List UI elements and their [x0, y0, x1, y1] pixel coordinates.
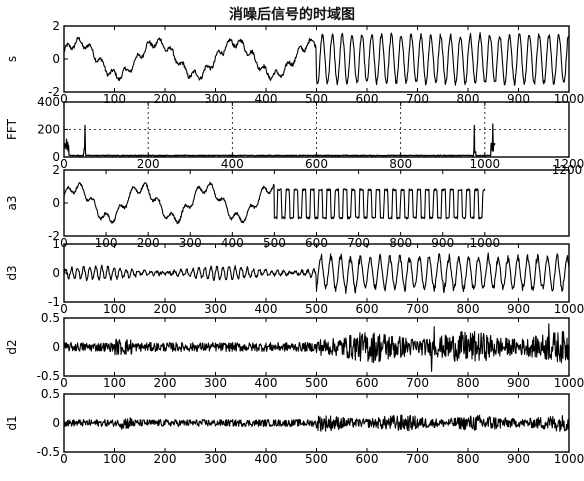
y-tick-label-a3: 0	[52, 196, 60, 210]
y-axis-label-d3: d3	[5, 265, 19, 280]
x-tick-label-d3: 400	[255, 302, 278, 316]
y-tick-label-fft: 0	[52, 150, 60, 164]
x-tick-label-d1: 1000	[554, 452, 584, 466]
y-tick-label-a3: -2	[48, 229, 60, 243]
y-axis-label-a3: a3	[5, 196, 19, 211]
x-tick-label-d3: 0	[60, 302, 68, 316]
x-tick-label-d3: 200	[154, 302, 177, 316]
x-tick-label-a3: 200	[137, 236, 160, 250]
x-tick-label-d2: 800	[457, 376, 480, 390]
series-line-fft	[63, 123, 496, 157]
x-tick-label-d3: 700	[406, 302, 429, 316]
x-tick-label-fft: 200	[137, 157, 160, 171]
y-tick-label-d3: 0	[52, 266, 60, 280]
x-tick-label-a3: 500	[263, 236, 286, 250]
y-axis-label-s: s	[5, 56, 19, 62]
x-tick-label-fft: 0	[60, 157, 68, 171]
y-axis-label-d2: d2	[5, 339, 19, 354]
axes-frame-a3	[63, 169, 570, 237]
x-tick-label-s: 300	[204, 92, 227, 106]
y-tick-label-d1: 0	[52, 416, 60, 430]
x-tick-label-d2: 200	[154, 376, 177, 390]
x-tick-label-d2: 100	[103, 376, 126, 390]
x-tick-label-d3: 100	[103, 302, 126, 316]
y-tick-label-d1: -0.5	[37, 445, 60, 459]
x-tick-label-d1: 400	[255, 452, 278, 466]
x-tick-label-s: 200	[154, 92, 177, 106]
y-tick-label-s: 0	[52, 52, 60, 66]
x-tick-label-a3: 400	[221, 236, 244, 250]
x-tick-label-d1: 200	[154, 452, 177, 466]
x-tick-label-a3: 900	[431, 236, 454, 250]
x-tick-label-s: 900	[507, 92, 530, 106]
series-line-a3	[63, 181, 486, 225]
x-tick-label-a3: 700	[347, 236, 370, 250]
x-tick-label-d1: 500	[305, 452, 328, 466]
y-tick-label-s: -2	[48, 85, 60, 99]
x-tick-label-a3: 800	[389, 236, 412, 250]
y-axis-label-fft: FFT	[5, 118, 19, 140]
x-tick-label-d2: 300	[204, 376, 227, 390]
x-tick-label-fft: 600	[305, 157, 328, 171]
x-tick-label-d2: 600	[356, 376, 379, 390]
x-tick-label-d3: 600	[356, 302, 379, 316]
x-tick-label-d3: 900	[507, 302, 530, 316]
x-tick-label-d3: 500	[305, 302, 328, 316]
x-tick-label-d3: 800	[457, 302, 480, 316]
x-tick-label-a3: 300	[179, 236, 202, 250]
y-tick-label-d2: 0	[52, 340, 60, 354]
x-tick-label-d1: 800	[457, 452, 480, 466]
series-line-d2	[63, 323, 570, 372]
x-tick-label-d3: 1000	[554, 302, 584, 316]
x-tick-label-a3: 0	[60, 236, 68, 250]
x-tick-label-s: 100	[103, 92, 126, 106]
x-tick-label-d3: 300	[204, 302, 227, 316]
y-tick-label-s: 2	[52, 19, 60, 33]
x-tick-label-s: 0	[60, 92, 68, 106]
x-corner-label-a3: 1200	[552, 163, 583, 177]
x-tick-label-a3: 1000	[470, 236, 501, 250]
y-tick-label-d3: 1	[52, 237, 60, 251]
x-tick-label-fft: 800	[389, 157, 412, 171]
x-tick-label-d2: 0	[60, 376, 68, 390]
x-tick-label-d1: 0	[60, 452, 68, 466]
y-tick-label-a3: 2	[52, 163, 60, 177]
x-tick-label-a3: 600	[305, 236, 328, 250]
y-tick-label-d2: 0.5	[41, 311, 60, 325]
x-tick-label-d2: 400	[255, 376, 278, 390]
y-axis-label-d1: d1	[5, 415, 19, 430]
x-tick-label-d2: 500	[305, 376, 328, 390]
x-tick-label-s: 700	[406, 92, 429, 106]
x-tick-label-s: 800	[457, 92, 480, 106]
series-line-d3	[63, 252, 570, 294]
y-tick-label-fft: 400	[37, 95, 60, 109]
x-tick-label-fft: 1200	[554, 157, 584, 171]
x-tick-label-d1: 300	[204, 452, 227, 466]
x-tick-label-fft: 400	[221, 157, 244, 171]
y-tick-label-d3: -1	[48, 295, 60, 309]
x-tick-label-a3: 100	[95, 236, 118, 250]
x-tick-label-s: 400	[255, 92, 278, 106]
x-tick-label-d2: 700	[406, 376, 429, 390]
y-tick-label-fft: 200	[37, 123, 60, 137]
x-tick-label-d2: 900	[507, 376, 530, 390]
y-tick-label-d2: -0.5	[37, 369, 60, 383]
x-tick-label-d1: 700	[406, 452, 429, 466]
x-tick-label-fft: 1000	[470, 157, 501, 171]
series-line-d1	[63, 414, 570, 432]
y-tick-label-d1: 0.5	[41, 387, 60, 401]
x-tick-label-d1: 600	[356, 452, 379, 466]
x-tick-label-d1: 100	[103, 452, 126, 466]
series-line-s	[63, 32, 570, 86]
x-tick-label-d1: 900	[507, 452, 530, 466]
figure-title: 消噪后信号的时域图	[229, 7, 355, 23]
x-tick-label-s: 600	[356, 92, 379, 106]
x-tick-label-d2: 1000	[554, 376, 584, 390]
